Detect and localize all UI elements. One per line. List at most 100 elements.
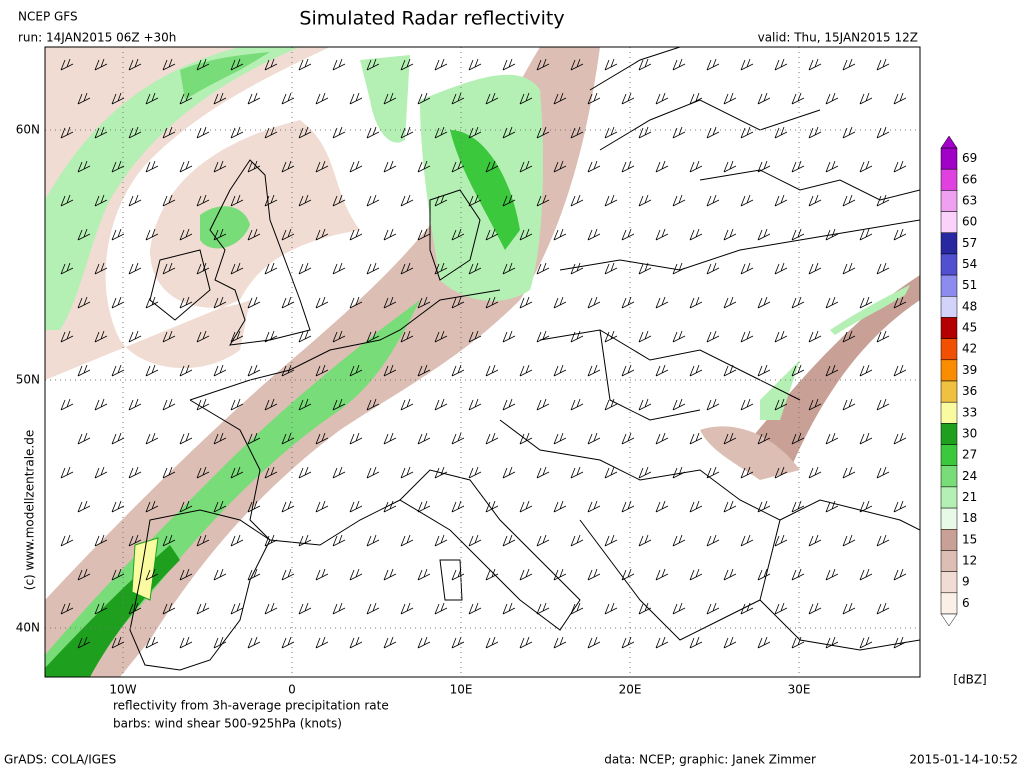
wind-barb [230,330,244,343]
wind-barb [519,160,533,173]
wind-barb [366,466,380,479]
wind-barb [179,500,193,513]
wind-barb [451,364,465,377]
wind-barb [468,398,482,411]
wind-barb [332,534,346,547]
footer-center: data: NCEP; graphic: Janek Zimmer [604,753,816,767]
wind-barb [94,194,108,207]
wind-barb [111,500,125,513]
wind-barb [196,58,210,71]
wind-barb [876,194,890,207]
wind-barb [417,228,431,241]
wind-barb [757,92,771,105]
wind-barb [60,194,74,207]
wind-barb [859,92,873,105]
wind-barb [502,330,516,343]
wind-barb [213,228,227,241]
wind-barb [893,636,907,649]
wind-barb [825,500,839,513]
wind-barb [281,92,295,105]
wind-barb [553,364,567,377]
lon-label: 0 [288,683,296,697]
wind-barb [247,636,261,649]
wind-barb [349,160,363,173]
legend-label: 69 [962,151,977,165]
wind-barb [655,92,669,105]
wind-barb [298,194,312,207]
wind-barb [553,160,567,173]
wind-barb [638,534,652,547]
wind-barb [808,602,822,615]
wind-barb [604,602,618,615]
wind-barb [434,330,448,343]
wind-barb [60,330,74,343]
wind-barb [740,58,754,71]
wind-barb [502,466,516,479]
wind-barb [842,534,856,547]
wind-barb [502,126,516,139]
wind-barb [791,228,805,241]
wind-barb [570,262,584,275]
wind-barb [706,398,720,411]
graticule [45,47,920,677]
wind-barb [774,262,788,275]
wind-barb [111,160,125,173]
wind-barb [502,58,516,71]
wind-barb [774,534,788,547]
legend-swatch [940,190,958,212]
wind-barb [383,364,397,377]
wind-barb [553,636,567,649]
wind-barb [570,194,584,207]
wind-barb [655,160,669,173]
wind-barb [230,398,244,411]
wind-barb [672,602,686,615]
footer-right: 2015-01-14-10:52 [909,753,1018,767]
wind-barb [519,432,533,445]
wind-barb [774,602,788,615]
wind-barb [128,534,142,547]
wind-barb [723,364,737,377]
wind-barb [162,602,176,615]
wind-barb [536,466,550,479]
wind-barb [825,636,839,649]
wind-barb [655,568,669,581]
wind-barb [672,534,686,547]
wind-barb [706,58,720,71]
lon-label: 10E [450,683,473,697]
wind-barb [723,92,737,105]
wind-barb [315,432,329,445]
wind-barb [893,500,907,513]
wind-barb [689,296,703,309]
wind-barb [723,228,737,241]
legend-label: 24 [962,469,977,483]
wind-barb [774,466,788,479]
wind-barb [298,466,312,479]
wind-barb [111,364,125,377]
wind-barb [383,160,397,173]
lon-label: 20E [619,683,642,697]
wind-barb [672,58,686,71]
wind-barb [162,330,176,343]
wind-barb [757,364,771,377]
wind-barb [519,296,533,309]
map-frame [44,46,921,678]
wind-barb [723,432,737,445]
wind-barb [451,636,465,649]
wind-barb [179,636,193,649]
wind-barb [128,466,142,479]
wind-barb [349,296,363,309]
legend-label: 63 [962,193,977,207]
wind-barb [332,466,346,479]
wind-barb [332,330,346,343]
wind-barb [366,534,380,547]
wind-barb [366,602,380,615]
wind-barb [366,126,380,139]
wind-barb [94,602,108,615]
lat-label: 60N [16,123,40,137]
wind-barb [400,534,414,547]
wind-barb [757,228,771,241]
wind-barb [672,466,686,479]
wind-barb [706,330,720,343]
wind-barb [281,500,295,513]
wind-barb [638,126,652,139]
